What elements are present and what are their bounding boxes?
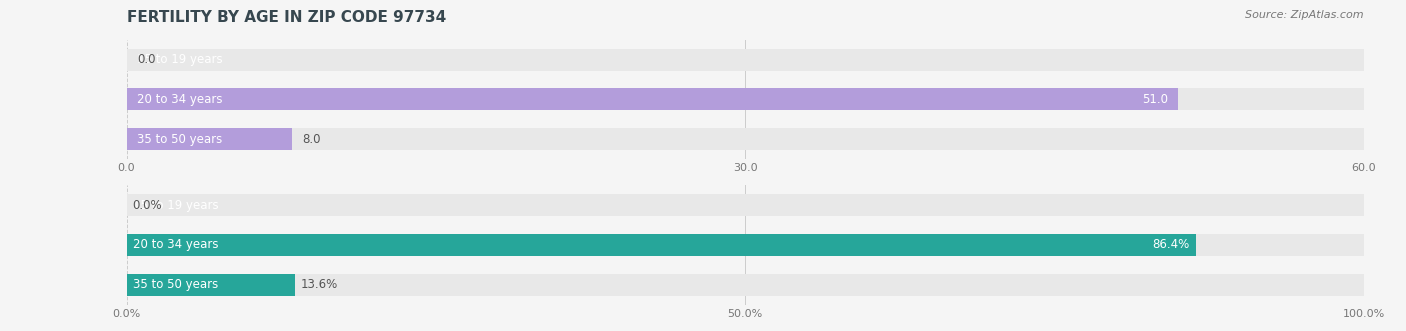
Bar (127, 274, 1364, 296)
Text: 0.0%: 0.0% (132, 199, 162, 212)
Text: 20 to 34 years: 20 to 34 years (132, 238, 218, 252)
Bar (127, 274, 295, 296)
Bar (127, 128, 1364, 150)
Text: Source: ZipAtlas.com: Source: ZipAtlas.com (1246, 10, 1364, 20)
Text: 15 to 19 years: 15 to 19 years (132, 199, 218, 212)
Bar (127, 88, 1178, 110)
Text: 20 to 34 years: 20 to 34 years (136, 93, 222, 106)
Text: 86.4%: 86.4% (1152, 238, 1189, 252)
Text: 35 to 50 years: 35 to 50 years (136, 132, 222, 146)
Text: 8.0: 8.0 (302, 132, 321, 146)
Text: FERTILITY BY AGE IN ZIP CODE 97734: FERTILITY BY AGE IN ZIP CODE 97734 (127, 10, 446, 25)
Bar (127, 234, 1195, 256)
Bar (127, 234, 1364, 256)
Text: 13.6%: 13.6% (301, 278, 339, 291)
Bar (127, 49, 1364, 71)
Text: 15 to 19 years: 15 to 19 years (136, 53, 222, 66)
Text: 35 to 50 years: 35 to 50 years (132, 278, 218, 291)
Text: 0.0: 0.0 (136, 53, 155, 66)
Text: 51.0: 51.0 (1142, 93, 1168, 106)
Bar (127, 88, 1364, 110)
Bar (127, 128, 291, 150)
Bar (127, 194, 1364, 216)
